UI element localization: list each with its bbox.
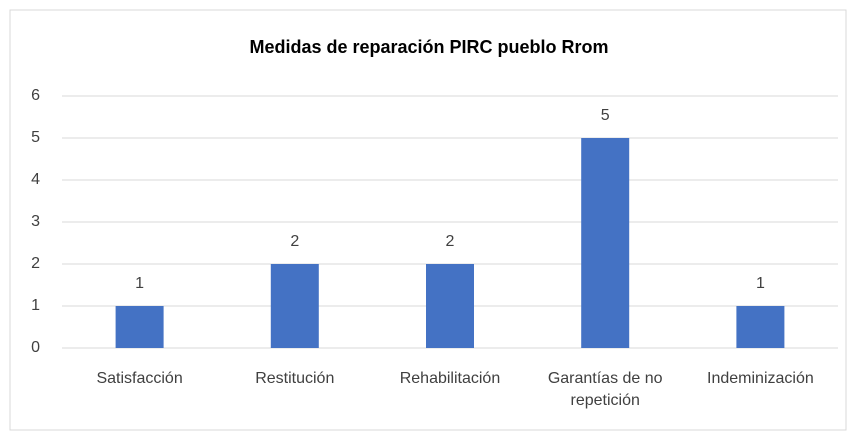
y-tick-label: 5 bbox=[31, 129, 40, 146]
x-tick-label: Restitución bbox=[255, 370, 335, 387]
x-tick-label: Rehabilitación bbox=[399, 370, 501, 387]
y-tick-label: 2 bbox=[31, 255, 40, 272]
y-tick-label: 1 bbox=[31, 297, 40, 314]
bar bbox=[115, 306, 164, 348]
y-tick-label: 6 bbox=[31, 87, 40, 104]
bar bbox=[270, 264, 319, 348]
data-label: 2 bbox=[446, 233, 455, 250]
x-tick-label: Satisfacción bbox=[96, 370, 183, 387]
y-tick-label: 4 bbox=[31, 171, 40, 188]
data-label: 1 bbox=[756, 275, 765, 292]
chart-frame bbox=[9, 9, 847, 431]
data-label: 5 bbox=[601, 107, 610, 124]
y-tick-label: 0 bbox=[31, 339, 40, 356]
data-label: 1 bbox=[135, 275, 144, 292]
bar bbox=[736, 306, 785, 348]
chart-title: Medidas de reparación PIRC pueblo Rrom bbox=[249, 37, 608, 57]
y-tick-label: 3 bbox=[31, 213, 40, 230]
bar bbox=[581, 138, 630, 348]
x-tick-label: Indeminización bbox=[707, 370, 814, 387]
bar bbox=[426, 264, 474, 348]
data-label: 2 bbox=[290, 233, 299, 250]
x-tick-label: Garantías de no repetición bbox=[547, 370, 663, 409]
